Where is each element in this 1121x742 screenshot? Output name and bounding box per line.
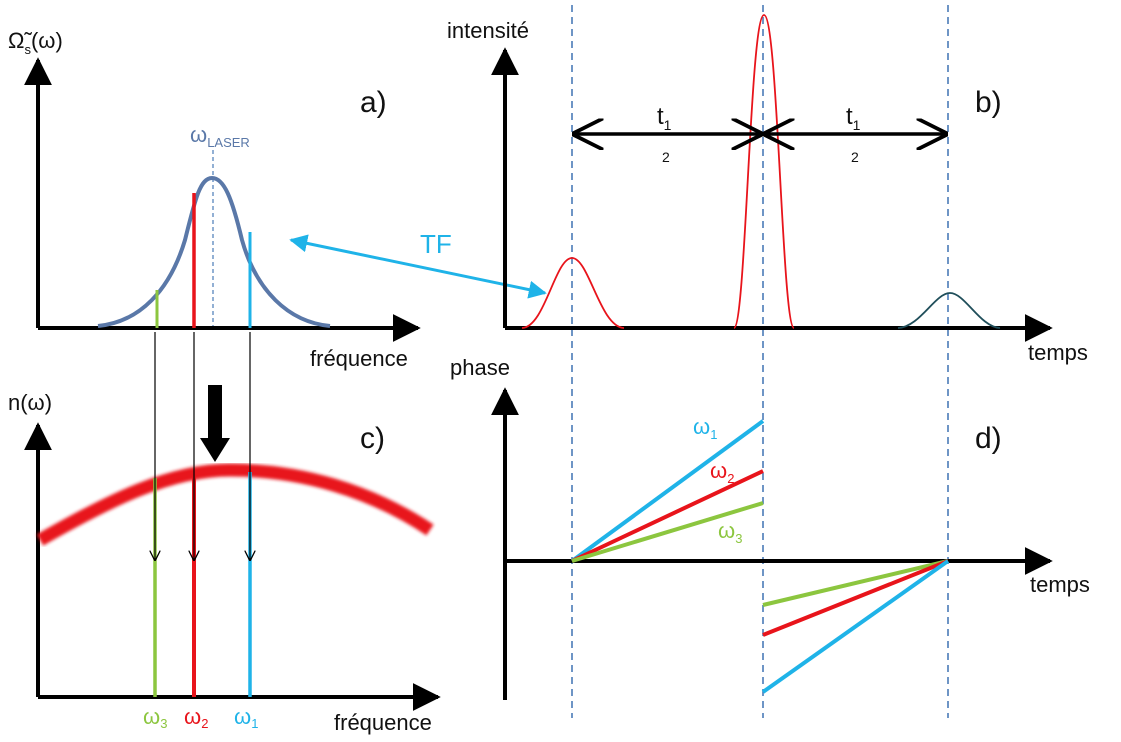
panel-a-ylabel: Ω̃s(ω) bbox=[8, 28, 63, 57]
panel-b: intensité temps b) t1 2 t1 2 bbox=[447, 14, 1088, 365]
panel-d-xlabel: temps bbox=[1030, 572, 1090, 597]
index-curve bbox=[36, 463, 434, 546]
pulse-right bbox=[897, 292, 1001, 329]
panel-b-letter: b) bbox=[975, 86, 1002, 119]
laser-label: ωLASER bbox=[190, 122, 250, 150]
panel-c-letter: c) bbox=[360, 422, 385, 455]
spectrum-curve bbox=[97, 175, 331, 328]
phase-label-w3: ω3 bbox=[718, 518, 742, 546]
label-w1: ω1 bbox=[234, 704, 258, 731]
maximum-arrow bbox=[200, 385, 230, 462]
phase-line-w3-up bbox=[571, 501, 764, 563]
panel-a-xlabel: fréquence bbox=[310, 346, 408, 371]
panel-d-ylabel: phase bbox=[450, 355, 510, 380]
phase-line-w2-up bbox=[571, 469, 764, 563]
panel-b-xlabel: temps bbox=[1028, 340, 1088, 365]
panel-c: n(ω) fréquence c) ω3 ω2 ω1 bbox=[8, 332, 441, 735]
interval-label-1: t1 bbox=[657, 103, 672, 133]
label-w2: ω2 bbox=[184, 704, 208, 731]
interval-den-2: 2 bbox=[851, 149, 859, 165]
phase-label-w1: ω1 bbox=[693, 414, 717, 442]
panel-b-ylabel: intensité bbox=[447, 18, 529, 43]
phase-line-w1-down bbox=[761, 559, 950, 694]
panel-c-xlabel: fréquence bbox=[334, 710, 432, 735]
panel-d-letter: d) bbox=[975, 422, 1002, 455]
label-w3: ω3 bbox=[143, 704, 167, 731]
tf-label: TF bbox=[420, 229, 452, 259]
phase-line-w3-down bbox=[762, 559, 949, 607]
panel-a: Ω̃s(ω) fréquence a) ωLASER bbox=[8, 28, 421, 371]
phase-line-w1-up bbox=[570, 419, 765, 563]
panel-a-letter: a) bbox=[360, 86, 387, 119]
panel-c-ylabel: n(ω) bbox=[8, 390, 52, 415]
pulse-center bbox=[733, 14, 795, 329]
interval-label-2: t1 bbox=[846, 103, 861, 133]
tf-arrow: TF bbox=[289, 229, 547, 299]
phase-label-w2: ω2 bbox=[710, 458, 734, 486]
phase-line-w2-down bbox=[762, 559, 949, 637]
panel-d: phase temps d) ω1 ω2 ω3 bbox=[450, 355, 1090, 700]
interval-den-1: 2 bbox=[662, 149, 670, 165]
pulse-left bbox=[521, 257, 625, 329]
